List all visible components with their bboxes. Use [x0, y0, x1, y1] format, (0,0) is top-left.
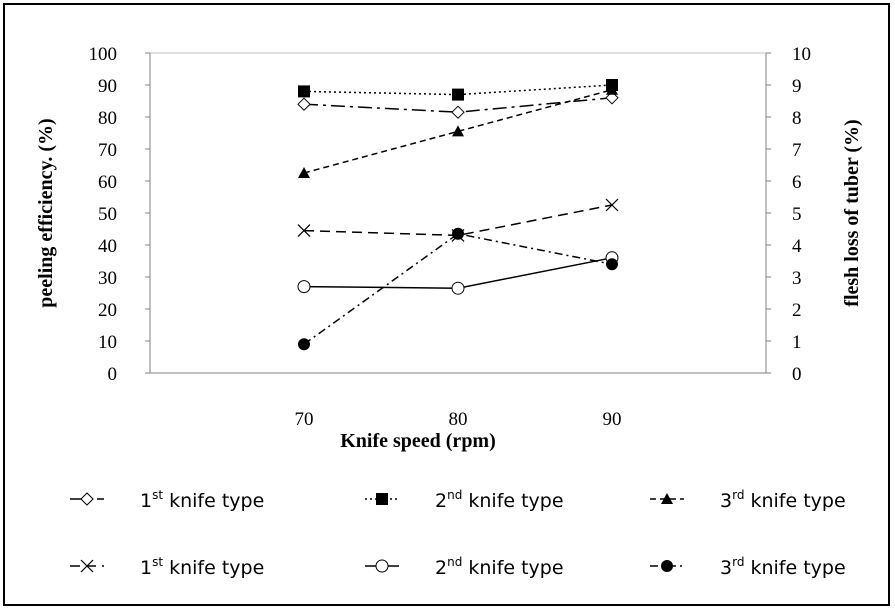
y-left-tick-label: 70	[98, 140, 117, 161]
marker-stroke	[80, 559, 94, 573]
marker-stroke	[605, 198, 619, 212]
legend-label-sup: nd	[447, 488, 462, 502]
series-line-2	[303, 84, 613, 96]
legend-label-num: 3	[720, 557, 732, 579]
data-point	[606, 258, 618, 271]
legend-label-sup: st	[152, 555, 163, 569]
data-point	[297, 280, 311, 294]
legend-label-rest: knife type	[462, 490, 563, 512]
legend-label-sup: rd	[732, 488, 744, 502]
legend-label: 3rd knife type	[720, 555, 846, 579]
y-left-tick-label: 90	[98, 76, 117, 97]
data-point	[298, 338, 310, 351]
legend-label-rest: knife type	[744, 557, 845, 579]
y-left-tick-label: 30	[98, 268, 117, 289]
legend-label: 3rd knife type	[720, 488, 846, 512]
y-right-tick-label: 0	[792, 364, 802, 385]
y-right-tick-label: 3	[792, 268, 802, 289]
legend-marker	[80, 492, 94, 506]
data-point	[297, 97, 311, 111]
data-point	[452, 227, 464, 240]
legend-item-1: 1st knife type	[70, 488, 264, 512]
y-left-tick-label: 50	[98, 204, 117, 225]
y-right-tick-label: 10	[792, 44, 811, 65]
legend-label-num: 1	[140, 557, 152, 579]
series-line-6	[303, 233, 613, 345]
y-left-tick-label: 20	[98, 300, 117, 321]
y-right-tick-label: 2	[792, 300, 802, 321]
data-point	[605, 198, 619, 212]
legend-label: 1st knife type	[140, 488, 264, 512]
y-left-tick-label: 60	[98, 172, 117, 193]
legend-label-rest: knife type	[462, 557, 563, 579]
legend: 1st knife type 2nd knife type 3rd knife ty…	[70, 488, 846, 579]
data-point	[298, 85, 310, 98]
legend-marker	[80, 559, 94, 573]
x-tick-label: 90	[603, 409, 622, 430]
y-left-tick-label: 10	[98, 332, 117, 353]
data-point	[451, 105, 465, 119]
legend-label-num: 2	[435, 557, 447, 579]
x-tick-label: 80	[449, 409, 468, 430]
legend-label-rest: knife type	[744, 490, 845, 512]
x-axis-title: Knife speed (rpm)	[340, 430, 496, 452]
data-point	[297, 224, 311, 238]
y-left-tick-label: 100	[89, 44, 118, 65]
legend-marker	[376, 493, 388, 505]
y-right-tick-label: 1	[792, 332, 802, 353]
legend-label-rest: knife type	[163, 490, 264, 512]
legend-label-num: 2	[435, 490, 447, 512]
legend-item-3: 3rd knife type	[650, 488, 846, 512]
legend-label-sup: st	[152, 488, 163, 502]
legend-label: 2nd knife type	[435, 555, 564, 579]
y-right-tick-label: 4	[792, 236, 802, 257]
x-tick-label: 70	[295, 409, 314, 430]
y-left-tick-label: 40	[98, 236, 117, 257]
data-point	[298, 167, 310, 178]
chart-frame	[3, 3, 890, 606]
legend-label: 2nd knife type	[435, 488, 564, 512]
y-right-tick-label: 6	[792, 172, 802, 193]
legend-marker	[661, 560, 673, 572]
y-right-tick-label: 8	[792, 108, 802, 129]
y-right-axis-title: flesh loss of tuber (%)	[841, 119, 863, 306]
legend-item-4: 1st knife type	[70, 555, 264, 579]
y-right-tick-label: 7	[792, 140, 802, 161]
legend-item-5: 2nd knife type	[365, 555, 564, 579]
marker-stroke	[297, 224, 311, 238]
legend-item-2: 2nd knife type	[365, 488, 564, 512]
data-point	[452, 88, 464, 101]
y-right-tick-label: 9	[792, 76, 802, 97]
plot-area: 0 10 20 30 40 50 60 70 80 90 100 0 1 2 3 4 5 6 7 8 9 10 70 80 90	[89, 44, 812, 430]
y-right-tick-label: 5	[792, 204, 802, 225]
y-left-tick-label: 80	[98, 108, 117, 129]
legend-label-num: 1	[140, 490, 152, 512]
data-point	[452, 125, 464, 137]
data-point	[606, 83, 618, 95]
legend-label-rest: knife type	[163, 557, 264, 579]
y-left-tick-label: 0	[108, 364, 118, 385]
legend-item-6: 3rd knife type	[650, 555, 846, 579]
legend-label-sup: nd	[447, 555, 462, 569]
legend-label-num: 3	[720, 490, 732, 512]
plot-border	[149, 52, 767, 374]
legend-marker	[661, 493, 673, 504]
legend-marker	[375, 559, 389, 573]
series-line-4	[303, 204, 613, 237]
y-left-axis-title: peeling efficiency. (%)	[35, 118, 57, 307]
legend-label-sup: rd	[732, 555, 744, 569]
data-point	[451, 281, 465, 295]
legend-label: 1st knife type	[140, 555, 264, 579]
series-line-3	[303, 89, 613, 174]
